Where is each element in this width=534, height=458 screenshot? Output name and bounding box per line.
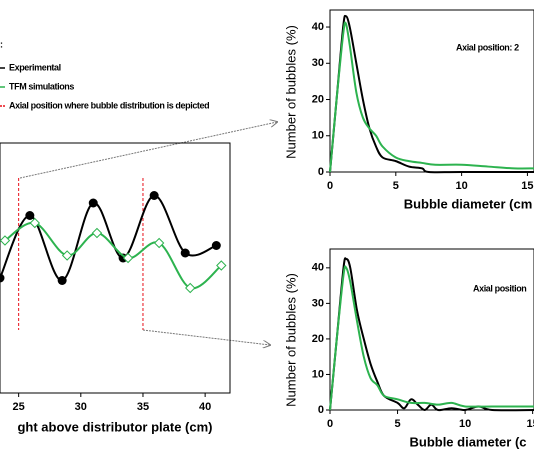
y-tick-label: 20 bbox=[312, 93, 324, 105]
point bbox=[216, 260, 227, 271]
x-tick-label: 15 bbox=[521, 180, 533, 192]
y-tick-label: 30 bbox=[312, 57, 324, 69]
y-tick-label: 40 bbox=[312, 21, 324, 33]
y-tick-label: 40 bbox=[312, 262, 324, 274]
x-axis-label: ght above distributor plate (cm) bbox=[17, 419, 212, 434]
point bbox=[29, 217, 41, 229]
annotation: Axial position bbox=[473, 283, 526, 293]
legend-label: Axial position where bubble distribution… bbox=[9, 100, 209, 110]
plot-frame bbox=[0, 142, 231, 394]
point bbox=[180, 248, 190, 258]
annotation: Axial position: 2 bbox=[456, 42, 519, 52]
point bbox=[185, 282, 196, 294]
x-tick-label: 5 bbox=[394, 418, 400, 430]
series-line bbox=[0, 194, 217, 282]
x-tick-label: 5 bbox=[393, 180, 399, 192]
point bbox=[211, 241, 221, 250]
point bbox=[122, 252, 134, 264]
x-tick-label: 15 bbox=[527, 418, 534, 430]
y-tick-label: 20 bbox=[312, 333, 324, 345]
y-tick-label: 30 bbox=[312, 297, 324, 309]
arrow bbox=[142, 329, 270, 345]
x-tick-label: 30 bbox=[75, 401, 87, 413]
point bbox=[61, 250, 73, 261]
x-tick-label: 10 bbox=[459, 418, 471, 430]
y-tick-label: 10 bbox=[312, 368, 324, 380]
point bbox=[149, 191, 159, 200]
point bbox=[0, 235, 11, 246]
series-line bbox=[329, 257, 534, 412]
legend-label: Experimental bbox=[9, 62, 61, 72]
x-tick-label: 0 bbox=[327, 418, 333, 430]
point bbox=[153, 237, 165, 249]
x-tick-label: 10 bbox=[455, 180, 467, 192]
point bbox=[91, 227, 103, 239]
series-line bbox=[329, 14, 534, 174]
point bbox=[0, 273, 5, 283]
legend-label: TFM simulations bbox=[9, 81, 74, 91]
legend-title: : bbox=[0, 39, 3, 49]
x-tick-label: 0 bbox=[327, 180, 333, 192]
arrow bbox=[19, 122, 277, 179]
x-axis-label: Bubble diameter (c bbox=[409, 434, 526, 449]
x-tick-label: 35 bbox=[137, 401, 149, 413]
series-line bbox=[329, 21, 534, 173]
y-axis-label: Number of bubbles (%) bbox=[283, 273, 298, 407]
series-line bbox=[329, 265, 534, 411]
plot-frame bbox=[329, 248, 534, 411]
y-tick-label: 0 bbox=[318, 166, 324, 178]
point bbox=[25, 211, 35, 220]
y-axis-label: Number of bubbles (%) bbox=[283, 25, 298, 159]
x-tick-label: 25 bbox=[13, 401, 25, 413]
x-tick-label: 40 bbox=[199, 401, 211, 413]
y-tick-label: 10 bbox=[312, 130, 324, 142]
point bbox=[57, 276, 67, 285]
y-tick-label: 0 bbox=[318, 404, 324, 416]
point bbox=[88, 198, 98, 208]
x-axis-label: Bubble diameter (cm bbox=[404, 196, 533, 211]
